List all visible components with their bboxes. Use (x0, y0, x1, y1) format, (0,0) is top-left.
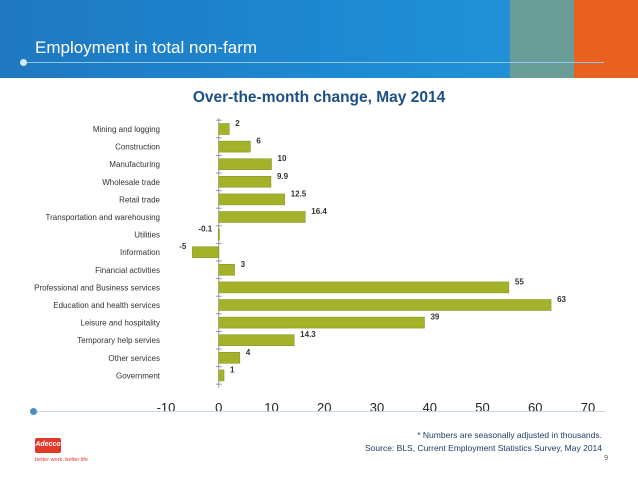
bar-13 (218, 352, 241, 364)
header-accent-orange (574, 0, 638, 78)
x-tick-label: 60 (528, 400, 542, 415)
bar-11 (218, 316, 425, 329)
title-underline-dot (20, 59, 27, 66)
data-label: 14.3 (300, 330, 316, 339)
data-label: 39 (430, 313, 439, 322)
x-tick-label: 0 (215, 400, 222, 415)
category-label: Temporary help servies (77, 336, 160, 345)
data-label: 1 (230, 365, 235, 374)
bar-7 (192, 246, 219, 258)
category-label: Mining and logging (93, 125, 160, 134)
bar-10 (218, 299, 552, 311)
data-label: 3 (241, 260, 246, 269)
bar-5 (218, 211, 306, 223)
category-label: Retail trade (119, 195, 160, 204)
data-label: 12.5 (291, 189, 307, 198)
category-label: Financial activities (95, 266, 160, 275)
bar-8 (218, 264, 235, 276)
adecco-logo (35, 438, 61, 453)
x-tick-label: 10 (264, 400, 278, 415)
footnote: * Numbers are seasonally adjusted in tho… (365, 429, 602, 455)
chart-title: Over-the-month change, May 2014 (192, 89, 446, 106)
category-label: Other services (108, 354, 160, 363)
bar-3 (218, 176, 272, 188)
data-label: 16.4 (311, 207, 327, 216)
data-label: -0.1 (198, 225, 212, 234)
category-label: Leisure and hospitality (80, 319, 160, 328)
x-tick-label: 40 (423, 400, 437, 415)
data-label: 63 (557, 295, 566, 304)
category-label: Professional and Business services (34, 283, 160, 292)
footnote-source: Source: BLS, Current Employment Statisti… (365, 443, 602, 453)
page-number: 9 (604, 455, 608, 462)
logo-brand: Adecco (35, 441, 61, 448)
x-tick-label: 30 (370, 400, 384, 415)
category-label: Wholesale trade (102, 178, 160, 187)
category-label: Construction (115, 143, 160, 152)
bar-4 (218, 193, 285, 206)
data-label: 55 (515, 277, 524, 286)
title-underline (24, 62, 604, 63)
footer-divider-dot (30, 408, 37, 415)
category-label: Information (120, 248, 160, 257)
data-label: -5 (179, 242, 187, 251)
category-label: Education and health services (53, 301, 160, 310)
data-label: 9.9 (277, 172, 289, 181)
data-label: 6 (256, 137, 261, 146)
x-tick-label: 20 (317, 400, 331, 415)
category-label: Manufacturing (109, 160, 160, 169)
bar-0 (218, 123, 230, 135)
category-label: Transportation and warehousing (46, 213, 160, 222)
footer-divider (33, 411, 605, 412)
data-label: 10 (278, 154, 287, 163)
category-label: Government (116, 371, 161, 380)
footnote-note: * Numbers are seasonally adjusted in tho… (417, 430, 602, 440)
logo-tagline: better work, better life (35, 457, 88, 463)
slide-title: Employment in total non-farm (35, 38, 258, 57)
x-tick-label: 50 (475, 400, 489, 415)
bar-1 (218, 140, 251, 153)
bar-12 (218, 334, 295, 346)
x-tick-label: 70 (581, 400, 595, 415)
bar-2 (218, 158, 272, 170)
header-accent-teal (510, 0, 574, 78)
bar-9 (218, 281, 510, 294)
bar-14 (218, 369, 225, 382)
data-label: 4 (246, 348, 251, 357)
category-label: Utilities (134, 231, 160, 240)
x-tick-label: -10 (157, 400, 176, 415)
data-label: 2 (235, 119, 240, 128)
bar-6 (217, 228, 220, 241)
